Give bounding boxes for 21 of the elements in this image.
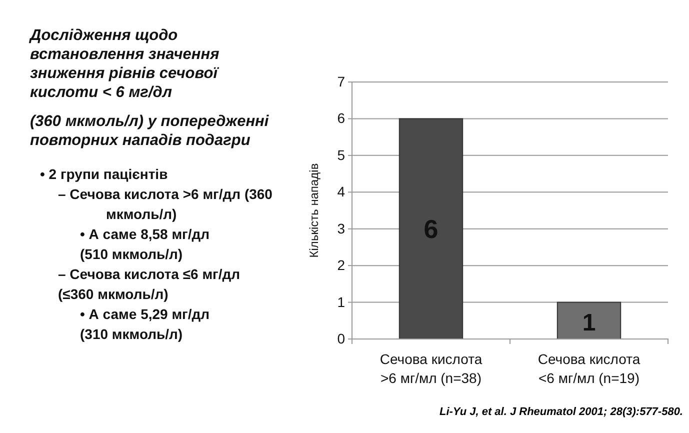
x-tick-label: Сечова кислота >6 мг/мл (n=38) xyxy=(380,351,482,386)
y-tick-label: 3 xyxy=(337,220,346,236)
y-axis-title: Кількість нападів xyxy=(307,163,321,258)
data-label: 1 xyxy=(582,310,596,337)
text: (360 мкмоль/л) у попередженні повторних нападів подагри xyxy=(30,112,270,150)
y-tick-label: 5 xyxy=(337,146,346,163)
y-tick-label: 4 xyxy=(337,184,346,200)
y-tick-label: 6 xyxy=(337,110,346,126)
text: • А саме 5,29 мг/дл (310 мкмоль/л) xyxy=(80,305,211,344)
y-tick-label: 2 xyxy=(337,257,346,274)
text: Дослідження щодо встановлення значення зниження рівнів сечової кислоти < 6 мг/дл xyxy=(30,26,220,102)
y-tick-label: 1 xyxy=(337,294,346,310)
text: – Сечова кислота >6 мг/дл (360 мкмоль/л) xyxy=(58,186,272,222)
x-tick-label: Сечова кислота <6 мг/мл (n=19) xyxy=(538,351,640,386)
text: • А саме 8,58 мг/дл (510 мкмоль/л) xyxy=(80,225,211,264)
data-label: 6 xyxy=(424,214,438,244)
text: – Сечова кислота ≤6 мг/дл (≤360 мкмоль/л) xyxy=(58,265,242,304)
text: Li-Yu J, et al. J Rheumatol 2001; 28(3):577-580. xyxy=(439,406,683,418)
y-tick-label: 7 xyxy=(337,73,346,90)
y-tick-label: 0 xyxy=(337,330,346,346)
text: • 2 групи пацієнтів xyxy=(40,165,169,184)
